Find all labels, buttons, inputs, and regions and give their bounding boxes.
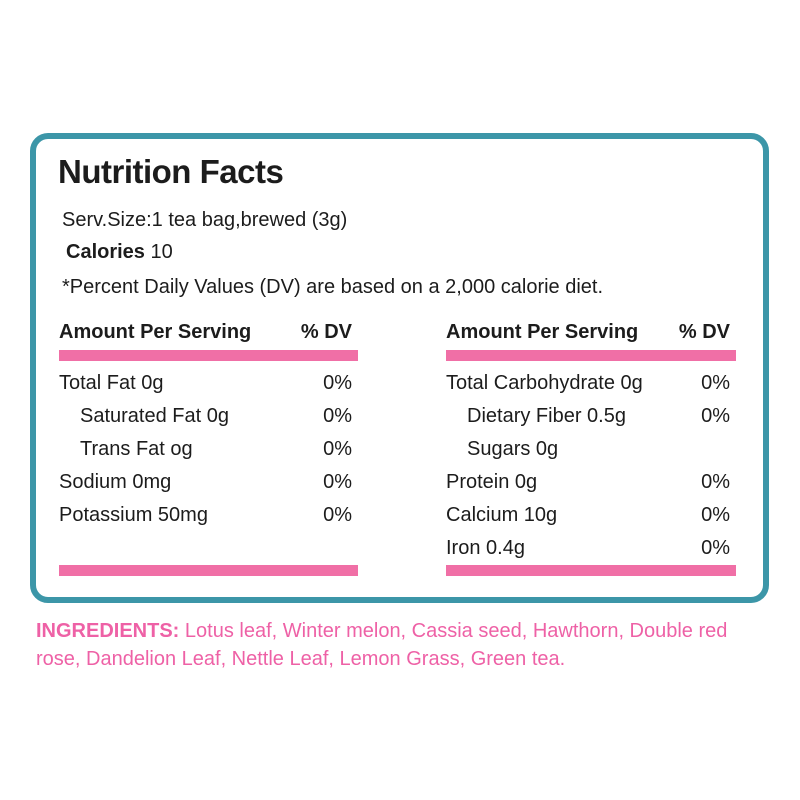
nutrient-name: Potassium 50mg: [59, 504, 208, 526]
percent-dv-header: % DV: [300, 321, 352, 343]
nutrient-rows: Total Carbohydrate 0g 0% Dietary Fiber 0.5…: [446, 367, 736, 565]
nutrient-dv: 0%: [323, 438, 352, 460]
divider-bar-bottom: [59, 565, 358, 576]
daily-value-note: *Percent Daily Values (DV) are based on …: [62, 276, 604, 298]
nutrient-name: Sodium 0mg: [59, 471, 172, 493]
nutrient-row: Sugars 0g: [446, 433, 736, 466]
nutrient-name: Sugars 0g: [467, 438, 559, 460]
amount-per-serving-header: Amount Per Serving: [446, 321, 639, 343]
divider-bar-bottom: [446, 565, 736, 576]
nutrient-row: Calcium 10g 0%: [446, 499, 736, 532]
nutrition-column-right: Amount Per Serving % DV Total Carbohydra…: [446, 319, 736, 576]
calories-value: 10: [150, 241, 173, 263]
ingredients-text: Lotus leaf, Winter melon, Cassia seed, H…: [36, 620, 728, 670]
nutrient-row: Protein 0g 0%: [446, 466, 736, 499]
nutrient-dv: 0%: [323, 504, 352, 526]
serving-size-text: Serv.Size:1 tea bag,brewed (3g): [62, 209, 348, 231]
nutrition-table: Amount Per Serving % DV Total Fat 0g 0% Sa…: [59, 319, 736, 576]
nutrient-name: Saturated Fat 0g: [80, 405, 229, 427]
ingredients-section: INGREDIENTS: Lotus leaf, Winter melon, C…: [36, 617, 752, 673]
ingredients-label: INGREDIENTS:: [36, 620, 180, 642]
nutrient-row: Iron 0.4g 0%: [446, 532, 736, 565]
nutrient-dv: 0%: [323, 372, 352, 394]
nutrient-rows: Total Fat 0g 0% Saturated Fat 0g 0% Trans Fa…: [59, 367, 358, 532]
nutrient-name: Dietary Fiber 0.5g: [467, 405, 626, 427]
nutrient-dv: 0%: [701, 504, 730, 526]
divider-bar-top: [446, 350, 736, 361]
nutrient-row: Potassium 50mg 0%: [59, 499, 358, 532]
nutrient-dv: 0%: [701, 537, 730, 559]
nutrient-dv: 0%: [701, 405, 730, 427]
column-header: Amount Per Serving % DV: [446, 319, 736, 345]
amount-per-serving-header: Amount Per Serving: [59, 321, 252, 343]
nutrient-name: Calcium 10g: [446, 504, 558, 526]
nutrient-dv: 0%: [323, 471, 352, 493]
nutrient-row: Sodium 0mg 0%: [59, 466, 358, 499]
calories-label: Calories: [66, 241, 145, 263]
nutrient-dv: 0%: [701, 372, 730, 394]
calories-line: Calories 10: [66, 240, 173, 264]
nutrient-row: Total Carbohydrate 0g 0%: [446, 367, 736, 400]
nutrient-row: Total Fat 0g 0%: [59, 367, 358, 400]
nutrient-dv: 0%: [323, 405, 352, 427]
page-title: Nutrition Facts: [58, 153, 284, 190]
nutrient-name: Protein 0g: [446, 471, 538, 493]
percent-dv-header: % DV: [678, 321, 730, 343]
nutrition-facts-panel: Nutrition Facts Serv.Size:1 tea bag,brew…: [30, 133, 769, 603]
nutrient-name: Total Carbohydrate 0g: [446, 372, 643, 394]
column-header: Amount Per Serving % DV: [59, 319, 358, 345]
nutrient-dv: [730, 433, 736, 466]
nutrient-name: Total Fat 0g: [59, 372, 164, 394]
nutrient-dv: 0%: [701, 471, 730, 493]
nutrient-row: Dietary Fiber 0.5g 0%: [446, 400, 736, 433]
nutrient-row: Saturated Fat 0g 0%: [59, 400, 358, 433]
nutrition-column-left: Amount Per Serving % DV Total Fat 0g 0% Sa…: [59, 319, 358, 576]
nutrient-name: Iron 0.4g: [446, 537, 525, 559]
divider-bar-top: [59, 350, 358, 361]
nutrient-name: Trans Fat og: [80, 438, 193, 460]
nutrient-row: Trans Fat og 0%: [59, 433, 358, 466]
